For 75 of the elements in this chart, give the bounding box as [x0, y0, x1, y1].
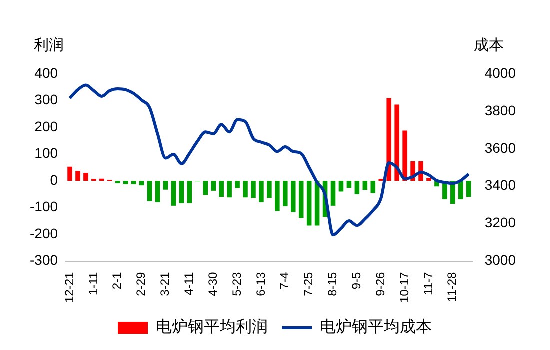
x-tick-label: 7-25: [302, 272, 316, 296]
y-axis-title: 利润: [34, 36, 64, 55]
bar: [346, 181, 352, 188]
bar: [131, 181, 136, 185]
bar: [76, 171, 80, 182]
line-series: [68, 84, 470, 237]
bar: [187, 181, 192, 204]
y-tick-label: 100: [34, 145, 58, 162]
bar: [163, 181, 168, 190]
bar: [235, 181, 240, 188]
bar: [259, 181, 264, 202]
bar: [100, 178, 104, 182]
x-tick-label: 10-17: [397, 272, 412, 304]
x-tick-label: 7-4: [278, 272, 292, 290]
bar: [243, 181, 248, 198]
x-tick-label: 3-21: [158, 272, 172, 296]
bar: [68, 166, 72, 182]
y2-tick-label: 3800: [484, 102, 516, 118]
y2-tick-label: 3200: [484, 214, 516, 231]
bar: [290, 181, 296, 212]
bar: [219, 181, 224, 198]
bar: [84, 173, 88, 182]
y2-tick-label: 3400: [484, 177, 516, 194]
y-tick-label: -100: [30, 198, 58, 215]
bar: [275, 181, 280, 212]
y-tick-label: -200: [30, 225, 58, 242]
bar: [306, 181, 312, 226]
bar: [267, 181, 272, 198]
y-tick-label: -300: [30, 252, 58, 268]
bar: [211, 181, 216, 191]
bar: [402, 130, 408, 182]
x-tick-label: 1-11: [86, 272, 100, 296]
x-tick-label: 6-13: [254, 272, 268, 296]
y-tick-label: 0: [50, 172, 58, 188]
x-tick-label: 2-1: [110, 272, 124, 290]
bar: [458, 181, 464, 200]
y2-tick-label: 4000: [484, 64, 516, 81]
bar: [171, 181, 176, 206]
legend-label: 电炉钢平均成本: [320, 317, 432, 336]
legend-label: 电炉钢平均利润: [156, 317, 268, 336]
bar: [203, 181, 208, 196]
x-tick-label: 11-28: [445, 272, 460, 302]
bar: [179, 181, 184, 204]
bar: [147, 181, 152, 202]
bar: [338, 181, 344, 192]
x-tick-label: 11-7: [421, 272, 436, 296]
x-tick-label: 9-5: [350, 272, 364, 290]
bar: [426, 178, 432, 182]
bar: [394, 104, 400, 182]
x-tick-label: 12-21: [62, 272, 76, 304]
x-tick-label: 5-23: [230, 272, 244, 296]
y-tick-label: 300: [34, 92, 58, 108]
bar: [155, 181, 160, 202]
bar: [370, 181, 376, 194]
bar: [354, 181, 360, 194]
bar: [298, 181, 304, 218]
bar: [466, 181, 472, 198]
bar: [123, 181, 128, 185]
y2-tick-label: 3000: [484, 252, 516, 268]
y2-axis-title: 成本: [474, 36, 504, 55]
bar: [330, 181, 336, 206]
y-tick-label: 400: [34, 64, 58, 81]
x-tick-label: 9-26: [373, 272, 388, 296]
bar: [251, 181, 256, 198]
bar: [386, 98, 392, 182]
y2-tick-label: 3600: [484, 140, 516, 156]
y-tick-label: 200: [34, 118, 58, 134]
bar: [227, 181, 232, 198]
bar: [139, 181, 144, 186]
x-tick-label: 4-11: [182, 272, 196, 296]
x-tick-label: 4-30: [206, 272, 220, 296]
bar: [362, 181, 368, 190]
x-tick-label: 8-15: [326, 272, 340, 296]
x-tick-label: 2-29: [134, 272, 148, 296]
bar: [283, 181, 288, 206]
